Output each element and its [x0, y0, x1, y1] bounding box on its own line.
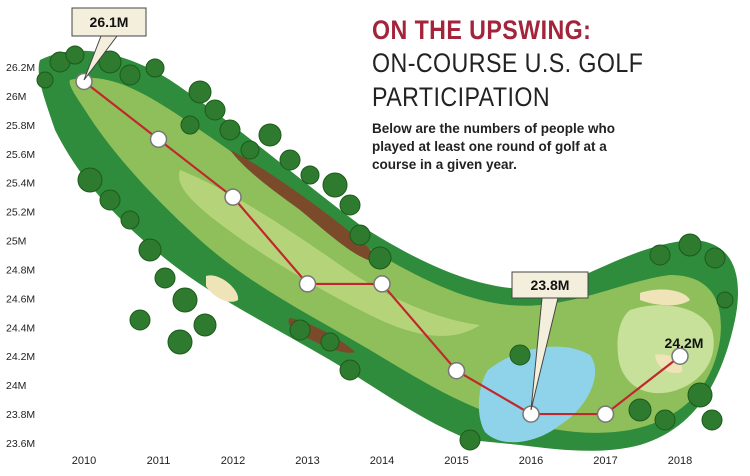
y-tick-label: 26M [6, 91, 26, 103]
y-tick-label: 24.6M [6, 293, 35, 305]
x-tick-label: 2018 [668, 455, 692, 467]
y-tick-label: 23.6M [6, 438, 35, 450]
chart-subtitle-line-1: ON-COURSE U.S. GOLF [372, 48, 644, 78]
value-callout: 26.1M [71, 7, 147, 81]
value-callout: 24.2M [665, 335, 704, 351]
callout-label: 24.2M [665, 335, 704, 351]
sand-trap-1 [640, 289, 690, 306]
chart-title: ON THE UPSWING: [372, 15, 592, 45]
x-tick-label: 2011 [147, 455, 171, 467]
data-point-golf-ball [447, 361, 466, 380]
y-tick-label: 25M [6, 236, 26, 248]
chart-subtitle-line-2: PARTICIPATION [372, 82, 551, 112]
tree-clusters [36, 45, 734, 451]
y-tick-label: 25.4M [6, 178, 35, 190]
water-hazard [478, 346, 596, 443]
y-tick-label: 25.8M [6, 120, 35, 132]
chart-description: Below are the numbers of people who play… [372, 121, 616, 172]
data-point-golf-ball [224, 188, 242, 206]
y-tick-label: 24.4M [6, 322, 35, 334]
course-illustration [36, 45, 739, 451]
fairway-light [179, 170, 480, 336]
data-points [75, 72, 689, 423]
fairway [69, 77, 721, 433]
x-tick-label: 2015 [444, 455, 468, 467]
y-tick-label: 26.2M [6, 62, 35, 74]
title-block: ON THE UPSWING: ON-COURSE U.S. GOLF PART… [372, 14, 742, 174]
data-point-golf-ball [596, 405, 615, 423]
data-point-golf-ball [149, 130, 168, 149]
data-point-golf-ball [671, 347, 689, 365]
x-tick-label: 2012 [221, 455, 245, 467]
data-point-golf-ball [373, 275, 391, 293]
y-tick-label: 24M [6, 380, 26, 392]
callouts: 26.1M 23.8M 24.2M [71, 7, 704, 411]
y-tick-label: 24.8M [6, 264, 35, 276]
callout-label: 26.1M [90, 14, 129, 30]
y-tick-label: 25.2M [6, 207, 35, 219]
y-tick-label: 24.2M [6, 351, 35, 363]
x-axis: 2010 2011 2012 2013 2014 2015 2016 2017 2018 [72, 455, 692, 467]
data-point-golf-ball [75, 72, 93, 91]
sand-trap-2 [206, 275, 239, 302]
y-tick-label: 25.6M [6, 149, 35, 161]
x-tick-label: 2016 [519, 455, 543, 467]
x-tick-label: 2014 [370, 455, 394, 467]
x-tick-label: 2017 [593, 455, 617, 467]
x-tick-label: 2010 [72, 455, 96, 467]
dirt-path-1 [230, 150, 376, 262]
green-patch [617, 305, 714, 394]
callout-box [71, 7, 147, 37]
x-tick-label: 2013 [295, 455, 319, 467]
callout-box [511, 271, 589, 299]
y-axis: 26.2M 26M 25.8M 25.6M 25.4M 25.2M 25M 24.8M 24.6… [6, 62, 35, 450]
value-callout: 23.8M [511, 271, 589, 411]
data-point-golf-ball [298, 275, 317, 293]
callout-label: 23.8M [531, 277, 570, 293]
y-tick-label: 23.8M [6, 409, 35, 421]
